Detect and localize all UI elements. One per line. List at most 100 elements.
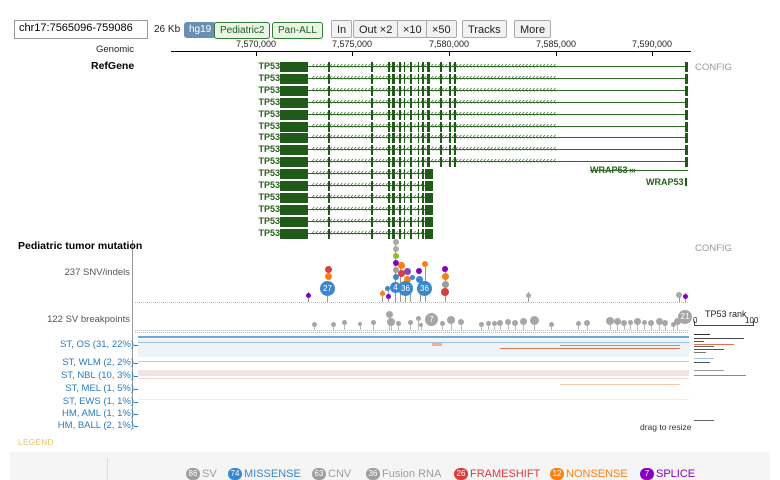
legend-item[interactable]: 12 NONSENSE bbox=[550, 468, 628, 480]
sv-dot[interactable] bbox=[674, 318, 681, 325]
sample-label[interactable]: HM, BALL (2, 1%) bbox=[57, 420, 134, 431]
mutation-dot[interactable] bbox=[385, 286, 390, 291]
sv-dot[interactable] bbox=[386, 311, 393, 318]
mutation-dot[interactable] bbox=[398, 262, 405, 269]
mutation-dot[interactable] bbox=[325, 273, 332, 280]
mutation-dot[interactable] bbox=[393, 260, 399, 266]
mutation-dot[interactable] bbox=[386, 294, 391, 299]
sv-dot[interactable] bbox=[621, 320, 627, 326]
lollipop-count-badge[interactable]: 27 bbox=[320, 281, 335, 296]
gene-label-tp53[interactable]: TP53 bbox=[258, 156, 280, 167]
sv-dot[interactable] bbox=[614, 318, 621, 325]
sv-dot[interactable] bbox=[505, 319, 511, 325]
legend-item[interactable]: 86 SV bbox=[186, 468, 217, 480]
sample-label[interactable]: ST, NBL (10, 3%) bbox=[60, 370, 134, 381]
sv-dot[interactable] bbox=[662, 320, 668, 326]
sample-label[interactable]: ST, EWS (1, 1%) bbox=[62, 396, 134, 407]
sv-dot[interactable] bbox=[416, 316, 421, 321]
sv-dot[interactable] bbox=[358, 322, 362, 326]
tracks-button[interactable]: Tracks bbox=[462, 20, 507, 38]
sv-dot[interactable] bbox=[486, 321, 491, 326]
zoom-in-button[interactable]: In bbox=[331, 20, 353, 38]
sv-dot[interactable] bbox=[530, 316, 539, 325]
mutation-dot[interactable] bbox=[422, 261, 428, 267]
sv-dot[interactable] bbox=[628, 320, 633, 325]
mutation-dot[interactable] bbox=[526, 293, 531, 298]
mutation-dot[interactable] bbox=[380, 291, 385, 296]
gene-label-tp53[interactable]: TP53 bbox=[258, 96, 280, 107]
gene-label-tp53[interactable]: TP53 bbox=[258, 72, 280, 83]
sv-dot[interactable] bbox=[371, 320, 376, 325]
legend-item[interactable]: 26 FRAMESHIFT bbox=[454, 468, 540, 480]
sv-dot[interactable] bbox=[492, 321, 497, 326]
sv-dot[interactable] bbox=[497, 320, 503, 326]
gene-label-tp53[interactable]: TP53 bbox=[258, 168, 280, 179]
sample-label[interactable]: ST, MEL (1, 5%) bbox=[65, 383, 134, 394]
legend-item[interactable]: 63 CNV bbox=[312, 468, 351, 480]
gene-label-tp53[interactable]: TP53 bbox=[258, 215, 280, 226]
zoom-out-2x-button[interactable]: Out ×2 bbox=[353, 20, 399, 38]
track-badge-pediatric2[interactable]: Pediatric2 bbox=[214, 22, 271, 39]
mutation-dot[interactable] bbox=[441, 288, 449, 296]
sv-dot[interactable] bbox=[520, 318, 527, 325]
lollipop-count-badge[interactable]: 4 bbox=[390, 282, 401, 293]
sv-dot[interactable] bbox=[419, 323, 423, 327]
mutation-dot[interactable] bbox=[393, 253, 399, 259]
mutation-dot[interactable] bbox=[398, 270, 405, 277]
zoom-out-10x-button[interactable]: ×10 bbox=[397, 20, 428, 38]
sv-dot[interactable] bbox=[634, 318, 641, 325]
mutation-config-button[interactable]: CONFIG bbox=[695, 243, 732, 254]
mutation-dot[interactable] bbox=[683, 294, 688, 299]
sample-label[interactable]: HM, AML (1, 1%) bbox=[62, 408, 134, 419]
mutation-dot[interactable] bbox=[676, 292, 682, 298]
sv-dot[interactable] bbox=[512, 320, 518, 326]
ruler-axis[interactable] bbox=[171, 51, 691, 52]
mutation-dot[interactable] bbox=[404, 268, 411, 275]
sv-dot[interactable] bbox=[447, 316, 455, 324]
mutation-dot[interactable] bbox=[410, 275, 415, 280]
gene-label-tp53[interactable]: TP53 bbox=[258, 120, 280, 131]
sv-dot[interactable] bbox=[342, 320, 347, 325]
legend-item[interactable]: 7 SPLICE bbox=[640, 468, 695, 480]
sv-dot[interactable] bbox=[549, 322, 554, 327]
zoom-out-50x-button[interactable]: ×50 bbox=[426, 20, 457, 38]
lollipop-count-badge[interactable]: 36 bbox=[398, 281, 413, 296]
refgene-config-button[interactable]: CONFIG bbox=[695, 62, 732, 73]
sv-dot[interactable] bbox=[479, 322, 484, 327]
sv-dot[interactable] bbox=[606, 317, 614, 325]
gene-label-tp53[interactable]: TP53 bbox=[258, 84, 280, 95]
gene-label-tp53[interactable]: TP53 bbox=[258, 132, 280, 143]
mutation-dot[interactable] bbox=[416, 268, 422, 274]
sample-label[interactable]: ST, WLM (2, 2%) bbox=[62, 357, 134, 368]
sv-dot[interactable] bbox=[396, 321, 401, 326]
sv-dot[interactable] bbox=[408, 320, 413, 325]
gene-label-tp53[interactable]: TP53 bbox=[258, 203, 280, 214]
mutation-dot[interactable] bbox=[393, 246, 399, 252]
legend-item[interactable]: 36 Fusion RNA bbox=[366, 468, 441, 480]
mutation-dot[interactable] bbox=[325, 266, 332, 273]
more-button[interactable]: More bbox=[514, 20, 552, 38]
sv-dot[interactable] bbox=[312, 322, 317, 327]
sv-dot[interactable] bbox=[656, 318, 663, 325]
gene-label-tp53[interactable]: TP53 bbox=[258, 180, 280, 190]
mutation-dot[interactable] bbox=[306, 293, 311, 298]
coordinate-input[interactable]: chr17:7565096-759086 bbox=[14, 20, 148, 39]
sv-dot[interactable] bbox=[584, 320, 590, 326]
sv-dot[interactable] bbox=[458, 319, 464, 325]
mutation-dot[interactable] bbox=[442, 266, 448, 272]
mutation-dot[interactable] bbox=[393, 267, 399, 273]
gene-label-tp53[interactable]: TP53 bbox=[258, 144, 280, 155]
sv-dot[interactable] bbox=[440, 321, 445, 326]
legend-title[interactable]: LEGEND bbox=[18, 438, 54, 447]
legend-item[interactable]: 74 MISSENSE bbox=[228, 468, 301, 480]
sv-dot[interactable] bbox=[648, 320, 654, 326]
sv-dot[interactable] bbox=[576, 321, 581, 326]
mutation-dot[interactable] bbox=[416, 276, 423, 283]
sv-dot[interactable] bbox=[671, 322, 676, 327]
sv-dot[interactable] bbox=[387, 318, 395, 326]
mutation-dot[interactable] bbox=[442, 281, 449, 288]
sv-count-badge[interactable]: 7 bbox=[425, 313, 438, 326]
gene-label-wrap53[interactable]: WRAP53 bbox=[646, 177, 687, 187]
mutation-dot[interactable] bbox=[404, 276, 411, 283]
gene-label-tp53[interactable]: TP53 bbox=[258, 108, 280, 119]
